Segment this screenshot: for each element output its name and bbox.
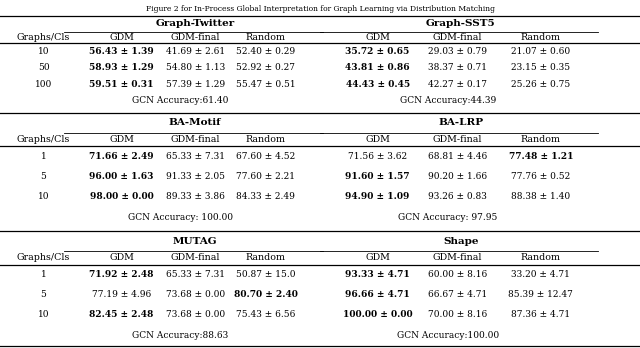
Text: 96.00 ± 1.63: 96.00 ± 1.63 xyxy=(90,172,154,181)
Text: 87.36 ± 4.71: 87.36 ± 4.71 xyxy=(511,310,570,319)
Text: 84.33 ± 2.49: 84.33 ± 2.49 xyxy=(236,192,295,201)
Text: Graphs/Cls: Graphs/Cls xyxy=(17,135,70,144)
Text: Graph-Twitter: Graph-Twitter xyxy=(156,19,235,28)
Text: GCN Accuracy: 97.95: GCN Accuracy: 97.95 xyxy=(398,213,498,222)
Text: Random: Random xyxy=(521,33,561,42)
Text: BA-LRP: BA-LRP xyxy=(438,118,483,127)
Text: Random: Random xyxy=(246,253,285,262)
Text: 67.60 ± 4.52: 67.60 ± 4.52 xyxy=(236,152,295,161)
Text: GDM-final: GDM-final xyxy=(170,135,220,144)
Text: 10: 10 xyxy=(38,192,49,201)
Text: 90.20 ± 1.66: 90.20 ± 1.66 xyxy=(428,172,487,181)
Text: 55.47 ± 0.51: 55.47 ± 0.51 xyxy=(236,79,296,88)
Text: Graphs/Cls: Graphs/Cls xyxy=(17,33,70,42)
Text: 21.07 ± 0.60: 21.07 ± 0.60 xyxy=(511,47,570,56)
Text: 71.92 ± 2.48: 71.92 ± 2.48 xyxy=(90,270,154,279)
Text: GCN Accuracy: 100.00: GCN Accuracy: 100.00 xyxy=(128,213,233,222)
Text: 68.81 ± 4.46: 68.81 ± 4.46 xyxy=(428,152,487,161)
Text: 88.38 ± 1.40: 88.38 ± 1.40 xyxy=(511,192,570,201)
Text: Random: Random xyxy=(521,135,561,144)
Text: Random: Random xyxy=(246,135,285,144)
Text: 10: 10 xyxy=(38,310,49,319)
Text: 38.37 ± 0.71: 38.37 ± 0.71 xyxy=(428,63,487,72)
Text: Graphs/Cls: Graphs/Cls xyxy=(17,253,70,262)
Text: Random: Random xyxy=(521,253,561,262)
Text: GDM: GDM xyxy=(365,253,390,262)
Text: 25.26 ± 0.75: 25.26 ± 0.75 xyxy=(511,79,570,88)
Text: 91.33 ± 2.05: 91.33 ± 2.05 xyxy=(166,172,225,181)
Text: 77.76 ± 0.52: 77.76 ± 0.52 xyxy=(511,172,570,181)
Text: 1: 1 xyxy=(41,152,46,161)
Text: 75.43 ± 6.56: 75.43 ± 6.56 xyxy=(236,310,295,319)
Text: 80.70 ± 2.40: 80.70 ± 2.40 xyxy=(234,290,298,299)
Text: GDM: GDM xyxy=(109,33,134,42)
Text: 77.60 ± 2.21: 77.60 ± 2.21 xyxy=(236,172,295,181)
Text: 29.03 ± 0.79: 29.03 ± 0.79 xyxy=(428,47,487,56)
Text: 10: 10 xyxy=(38,47,49,56)
Text: 1: 1 xyxy=(41,270,46,279)
Text: 77.48 ± 1.21: 77.48 ± 1.21 xyxy=(509,152,573,161)
Text: GDM-final: GDM-final xyxy=(433,253,483,262)
Text: BA-Motif: BA-Motif xyxy=(169,118,221,127)
Text: 52.92 ± 0.27: 52.92 ± 0.27 xyxy=(236,63,295,72)
Text: 35.72 ± 0.65: 35.72 ± 0.65 xyxy=(346,47,410,56)
Text: MUTAG: MUTAG xyxy=(173,237,218,246)
Text: GCN Accuracy:100.00: GCN Accuracy:100.00 xyxy=(397,331,499,340)
Text: 50: 50 xyxy=(38,63,49,72)
Text: 91.60 ± 1.57: 91.60 ± 1.57 xyxy=(346,172,410,181)
Text: 58.93 ± 1.29: 58.93 ± 1.29 xyxy=(89,63,154,72)
Text: GDM-final: GDM-final xyxy=(433,135,483,144)
Text: 71.56 ± 3.62: 71.56 ± 3.62 xyxy=(348,152,407,161)
Text: 5: 5 xyxy=(40,172,47,181)
Text: 60.00 ± 8.16: 60.00 ± 8.16 xyxy=(428,270,487,279)
Text: GCN Accuracy:61.40: GCN Accuracy:61.40 xyxy=(132,96,228,105)
Text: GDM: GDM xyxy=(109,253,134,262)
Text: Graph-SST5: Graph-SST5 xyxy=(426,19,495,28)
Text: 42.27 ± 0.17: 42.27 ± 0.17 xyxy=(428,79,487,88)
Text: 33.20 ± 4.71: 33.20 ± 4.71 xyxy=(511,270,570,279)
Text: 59.51 ± 0.31: 59.51 ± 0.31 xyxy=(90,79,154,88)
Text: Figure 2 for In-Process Global Interpretation for Graph Learning via Distributio: Figure 2 for In-Process Global Interpret… xyxy=(145,5,495,13)
Text: 41.69 ± 2.61: 41.69 ± 2.61 xyxy=(166,47,225,56)
Text: 93.33 ± 4.71: 93.33 ± 4.71 xyxy=(345,270,410,279)
Text: 96.66 ± 4.71: 96.66 ± 4.71 xyxy=(345,290,410,299)
Text: GDM-final: GDM-final xyxy=(170,33,220,42)
Text: GDM-final: GDM-final xyxy=(170,253,220,262)
Text: GDM: GDM xyxy=(109,135,134,144)
Text: 70.00 ± 8.16: 70.00 ± 8.16 xyxy=(428,310,487,319)
Text: 50.87 ± 15.0: 50.87 ± 15.0 xyxy=(236,270,295,279)
Text: 77.19 ± 4.96: 77.19 ± 4.96 xyxy=(92,290,151,299)
Text: 66.67 ± 4.71: 66.67 ± 4.71 xyxy=(428,290,487,299)
Text: 73.68 ± 0.00: 73.68 ± 0.00 xyxy=(166,290,225,299)
Text: 23.15 ± 0.35: 23.15 ± 0.35 xyxy=(511,63,570,72)
Text: 65.33 ± 7.31: 65.33 ± 7.31 xyxy=(166,152,225,161)
Text: 82.45 ± 2.48: 82.45 ± 2.48 xyxy=(90,310,154,319)
Text: 100.00 ± 0.00: 100.00 ± 0.00 xyxy=(343,310,412,319)
Text: GCN Accuracy:44.39: GCN Accuracy:44.39 xyxy=(400,96,496,105)
Text: GCN Accuracy:88.63: GCN Accuracy:88.63 xyxy=(132,331,228,340)
Text: 44.43 ± 0.45: 44.43 ± 0.45 xyxy=(346,79,410,88)
Text: 100: 100 xyxy=(35,79,52,88)
Text: GDM: GDM xyxy=(365,135,390,144)
Text: Shape: Shape xyxy=(443,237,479,246)
Text: 54.80 ± 1.13: 54.80 ± 1.13 xyxy=(166,63,225,72)
Text: 89.33 ± 3.86: 89.33 ± 3.86 xyxy=(166,192,225,201)
Text: 57.39 ± 1.29: 57.39 ± 1.29 xyxy=(166,79,225,88)
Text: 5: 5 xyxy=(40,290,47,299)
Text: GDM-final: GDM-final xyxy=(433,33,483,42)
Text: 85.39 ± 12.47: 85.39 ± 12.47 xyxy=(508,290,573,299)
Text: Random: Random xyxy=(246,33,285,42)
Text: GDM: GDM xyxy=(365,33,390,42)
Text: 52.40 ± 0.29: 52.40 ± 0.29 xyxy=(236,47,295,56)
Text: 94.90 ± 1.09: 94.90 ± 1.09 xyxy=(346,192,410,201)
Text: 93.26 ± 0.83: 93.26 ± 0.83 xyxy=(428,192,487,201)
Text: 71.66 ± 2.49: 71.66 ± 2.49 xyxy=(90,152,154,161)
Text: 98.00 ± 0.00: 98.00 ± 0.00 xyxy=(90,192,154,201)
Text: 73.68 ± 0.00: 73.68 ± 0.00 xyxy=(166,310,225,319)
Text: 43.81 ± 0.86: 43.81 ± 0.86 xyxy=(346,63,410,72)
Text: 56.43 ± 1.39: 56.43 ± 1.39 xyxy=(89,47,154,56)
Text: 65.33 ± 7.31: 65.33 ± 7.31 xyxy=(166,270,225,279)
